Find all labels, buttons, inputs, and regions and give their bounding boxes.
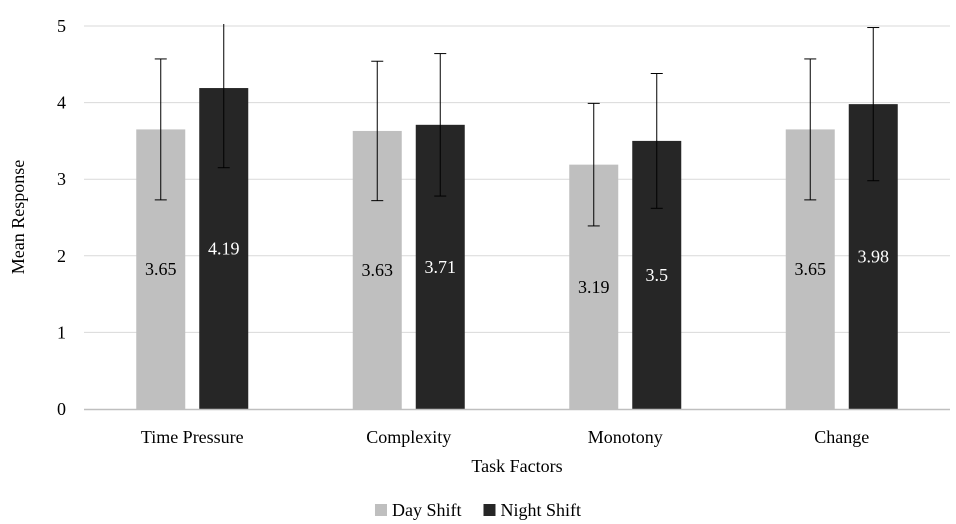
legend-swatch: [483, 504, 496, 516]
y-tick-label: 1: [57, 322, 66, 342]
x-category-label: Change: [814, 427, 869, 447]
y-axis-ticks: 0 1 2 3 4 5: [57, 16, 66, 419]
y-tick-label: 5: [57, 16, 66, 36]
error-bars: [154, 24, 880, 227]
data-label: 3.5: [646, 265, 669, 285]
data-label: 3.98: [858, 247, 890, 267]
data-label: 4.19: [208, 239, 240, 259]
data-label: 3.71: [425, 257, 457, 277]
data-label: 3.65: [795, 259, 827, 279]
x-category-label: Complexity: [366, 427, 451, 447]
y-tick-label: 2: [57, 246, 66, 266]
y-axis-title: Mean Response: [8, 160, 28, 274]
data-labels: 3.65 4.19 3.63 3.71 3.19 3.5 3.65 3.98: [145, 239, 889, 297]
x-category-label: Monotony: [588, 427, 663, 447]
legend: Day Shift Night Shift: [374, 500, 581, 520]
x-category-label: Time Pressure: [141, 427, 244, 447]
data-label: 3.63: [362, 260, 394, 280]
x-axis-title: Task Factors: [471, 456, 562, 476]
data-label: 3.65: [145, 259, 177, 279]
legend-swatch: [374, 504, 387, 516]
y-tick-label: 0: [57, 399, 66, 419]
y-tick-label: 4: [57, 93, 66, 113]
bars: [136, 88, 898, 410]
legend-label: Day Shift: [392, 500, 462, 520]
y-tick-label: 3: [57, 169, 66, 189]
legend-label: Night Shift: [500, 500, 581, 520]
data-label: 3.19: [578, 277, 610, 297]
x-axis-categories: Time Pressure Complexity Monotony Change: [141, 427, 869, 447]
